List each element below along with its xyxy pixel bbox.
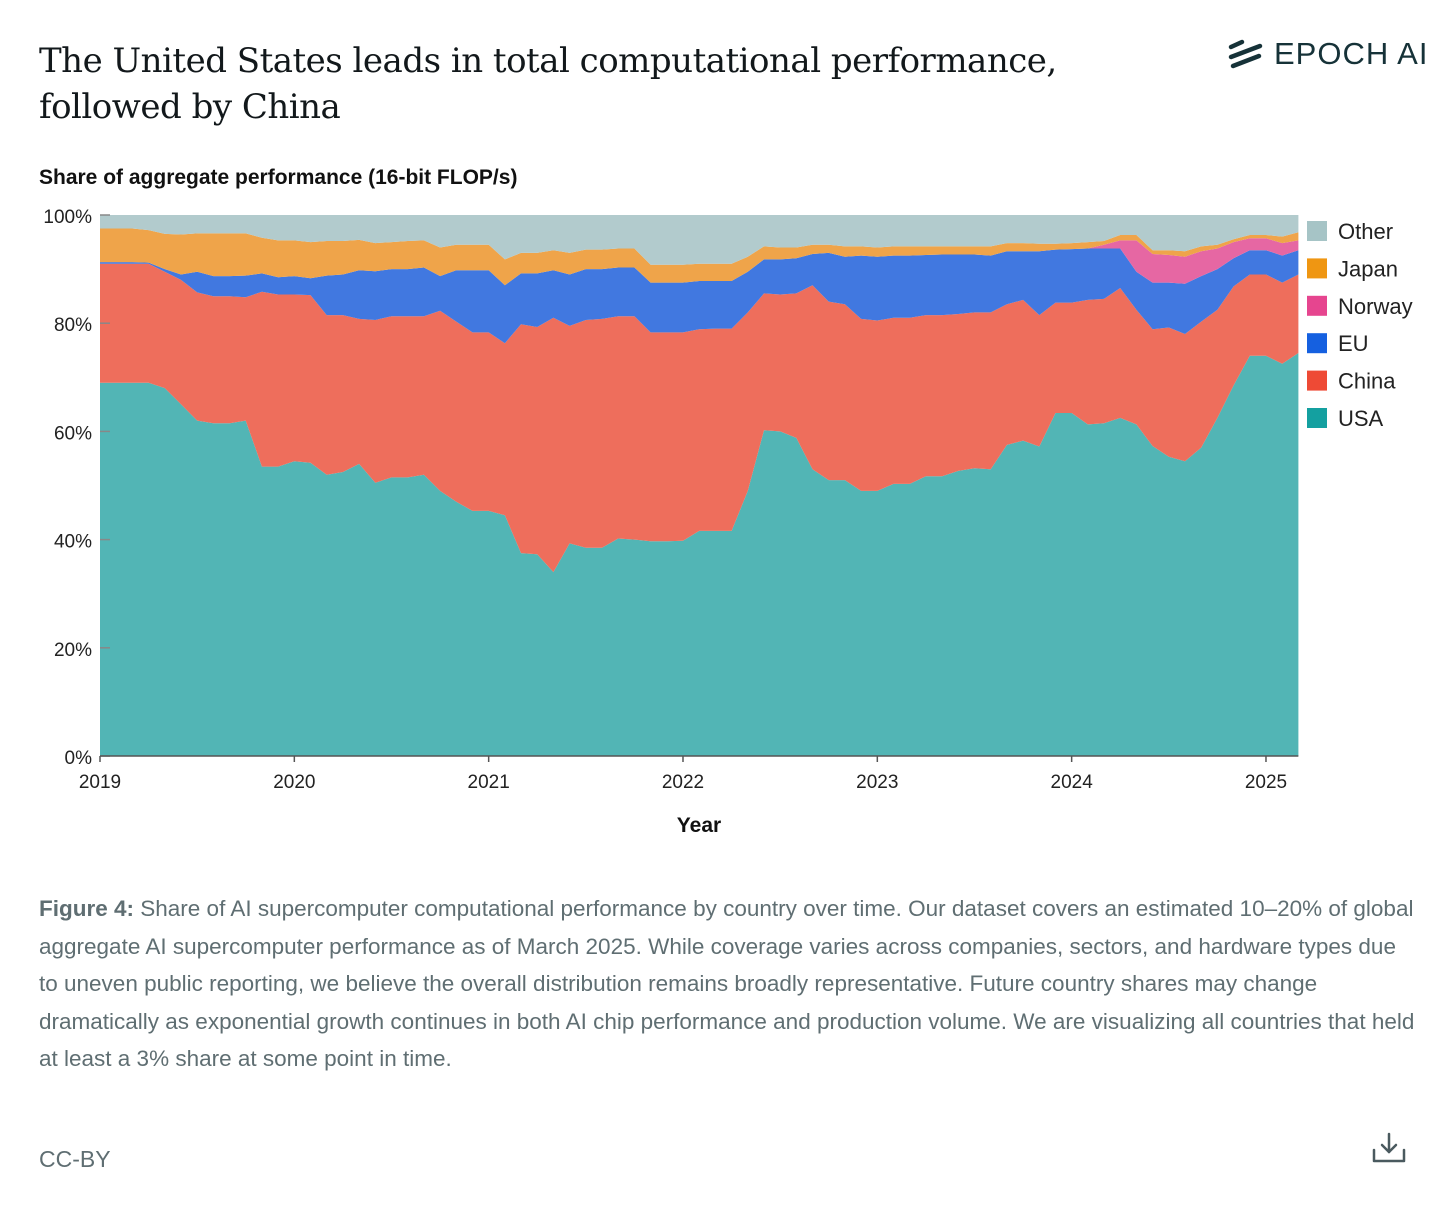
- legend-label-japan: Japan: [1338, 256, 1398, 281]
- area-other: [100, 215, 1299, 265]
- y-axis-title: Share of aggregate performance (16-bit F…: [39, 166, 518, 189]
- legend-swatch-norway: [1307, 295, 1327, 316]
- stacked-area-chart: 0% 20% 40% 60% 80% 100% 2019 2020 2021 2022 2023 20…: [43, 207, 1413, 837]
- logo-text: EPOCH AI: [1274, 36, 1429, 71]
- legend-swatch-eu: [1307, 333, 1327, 354]
- caption-text: Share of AI supercomputer computational …: [39, 896, 1415, 1071]
- x-tick-label: 2019: [79, 772, 121, 793]
- y-tick-label: 20%: [54, 640, 92, 661]
- caption-label: Figure 4:: [39, 896, 135, 921]
- y-tick-label: 100%: [43, 207, 92, 228]
- epoch-ai-logo: EPOCH AI: [1228, 36, 1428, 72]
- y-tick-label: 40%: [54, 532, 92, 553]
- y-tick-label: 0%: [65, 748, 93, 769]
- x-tick-label: 2021: [468, 772, 510, 793]
- y-tick-label: 80%: [54, 315, 92, 336]
- area-china: [100, 263, 1299, 573]
- legend-swatch-other: [1307, 221, 1327, 241]
- figure-caption: Figure 4: Share of AI supercomputer comp…: [39, 890, 1419, 1078]
- legend-label-other: Other: [1338, 219, 1393, 244]
- x-tick-label: 2022: [662, 772, 704, 793]
- y-tick-label: 60%: [54, 423, 92, 444]
- legend-label-eu: EU: [1338, 331, 1369, 356]
- legend-label-norway: Norway: [1338, 294, 1413, 319]
- download-icon: [1372, 1132, 1406, 1163]
- x-tick-label: 2020: [273, 772, 315, 793]
- chart-title: The United States leads in total computa…: [39, 41, 1057, 127]
- legend-swatch-china: [1307, 370, 1327, 391]
- area-japan: [100, 228, 1299, 286]
- download-button[interactable]: [1370, 1130, 1408, 1173]
- x-tick-label: 2024: [1051, 772, 1094, 793]
- license-label: CC-BY: [39, 1146, 111, 1172]
- epoch-logo-icon: [1228, 39, 1263, 69]
- area-norway: [100, 238, 1299, 286]
- legend-label-usa: USA: [1338, 406, 1384, 431]
- x-tick-label: 2025: [1245, 772, 1287, 793]
- legend-swatch-usa: [1307, 408, 1327, 428]
- x-tick-label: 2023: [856, 772, 898, 793]
- x-axis-title: Year: [677, 814, 721, 837]
- area-eu: [100, 248, 1299, 344]
- legend-swatch-japan: [1307, 258, 1327, 279]
- area-usa: [100, 353, 1299, 756]
- legend-label-china: China: [1338, 369, 1396, 394]
